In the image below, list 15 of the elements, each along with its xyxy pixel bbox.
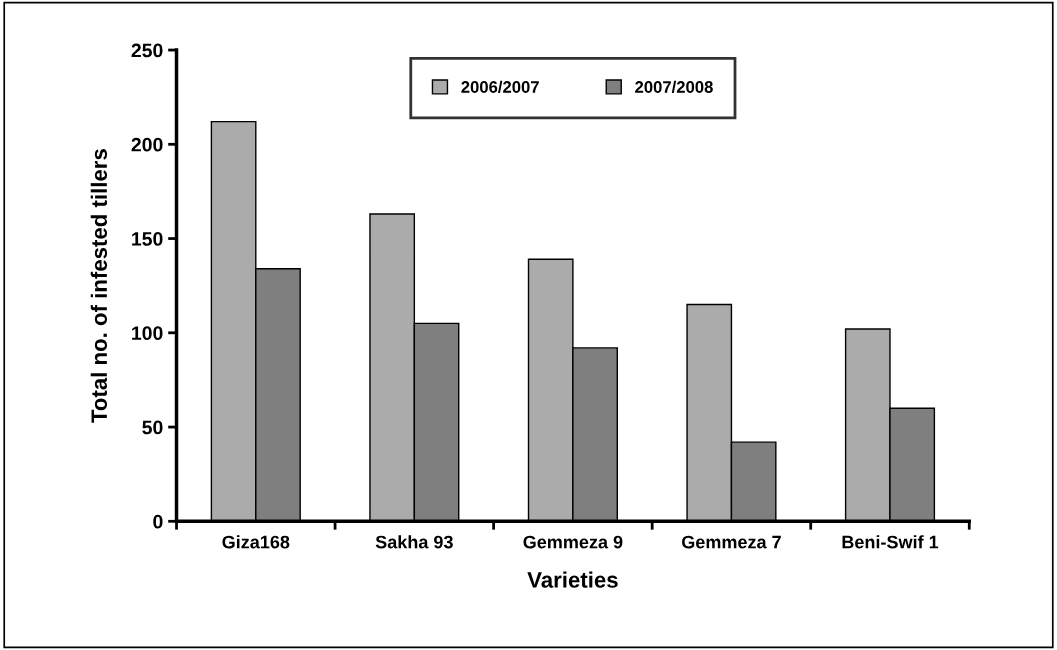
x-axis-title: Varieties xyxy=(527,571,618,588)
x-tick-label: Beni-Swif 1 xyxy=(842,535,939,549)
x-tick-label: Gemmeza 9 xyxy=(523,535,623,549)
y-axis-title: Total no. of infested tillers xyxy=(90,149,108,423)
y-tick-label: 50 xyxy=(142,420,163,435)
y-tick-label: 200 xyxy=(131,137,163,152)
legend-label: 2007/2008 xyxy=(635,80,713,94)
y-tick-label: 250 xyxy=(131,43,163,58)
y-tick-label: 100 xyxy=(132,326,163,341)
x-tick-label: Giza168 xyxy=(222,535,290,549)
y-tick-label: 150 xyxy=(132,232,163,246)
x-tick-label: Sakha 93 xyxy=(375,535,453,549)
legend-label: 2006/2007 xyxy=(461,80,539,94)
y-tick-label: 0 xyxy=(153,514,163,529)
x-tick-label: Gemmeza 7 xyxy=(682,535,781,549)
